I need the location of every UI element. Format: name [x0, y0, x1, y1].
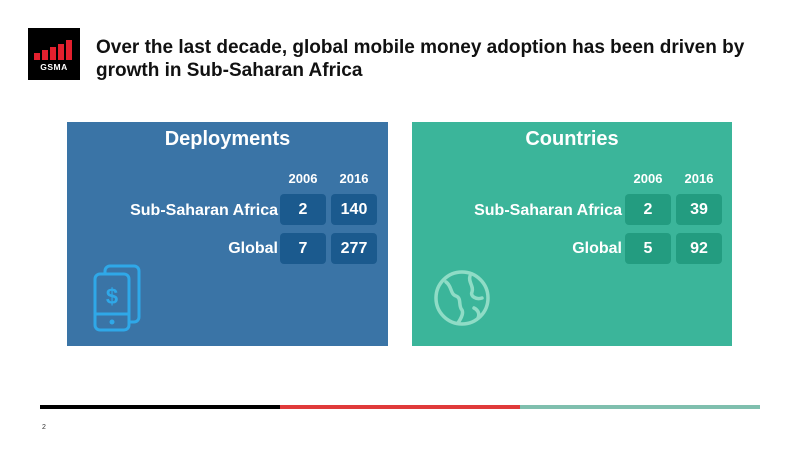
footer-divider-green [520, 405, 760, 409]
deployments-ssa-2016-value: 140 [331, 194, 377, 225]
mobile-money-phone-icon: $ [91, 264, 143, 334]
logo-bars [34, 40, 74, 60]
countries-year-2006: 2006 [633, 171, 663, 186]
page-number: 2 [42, 424, 46, 431]
countries-global-2006-value: 5 [625, 233, 671, 264]
deployments-ssa-2006-value: 2 [280, 194, 326, 225]
footer-divider-red [280, 405, 520, 409]
globe-icon [432, 268, 492, 328]
logo-text: GSMA [40, 62, 68, 72]
countries-ssa-2006-value: 2 [625, 194, 671, 225]
countries-ssa-2016-value: 39 [676, 194, 722, 225]
gsma-logo: GSMA [28, 28, 80, 80]
deployments-year-2016: 2016 [339, 171, 369, 186]
countries-panel-title: Countries [525, 128, 619, 150]
countries-year-2016: 2016 [684, 171, 714, 186]
countries-row-label-ssa: Sub-Saharan Africa [474, 202, 622, 219]
deployments-panel-title: Deployments [164, 128, 291, 150]
slide-title: Over the last decade, global mobile mone… [96, 37, 745, 81]
countries-global-2016-value: 92 [676, 233, 722, 264]
deployments-year-2006: 2006 [288, 171, 318, 186]
countries-row-label-global: Global [572, 240, 622, 257]
deployments-row-label-global: Global [228, 240, 278, 257]
countries-panel: Countries 2006 2016 Sub-Saharan Africa 2… [412, 122, 732, 346]
svg-text:$: $ [106, 284, 118, 309]
deployments-global-2006-value: 7 [280, 233, 326, 264]
deployments-row-label-ssa: Sub-Saharan Africa [130, 202, 278, 219]
deployments-global-2016-value: 277 [331, 233, 377, 264]
footer-divider-black [40, 405, 280, 409]
deployments-panel: Deployments 2006 2016 Sub-Saharan Africa… [67, 122, 388, 346]
